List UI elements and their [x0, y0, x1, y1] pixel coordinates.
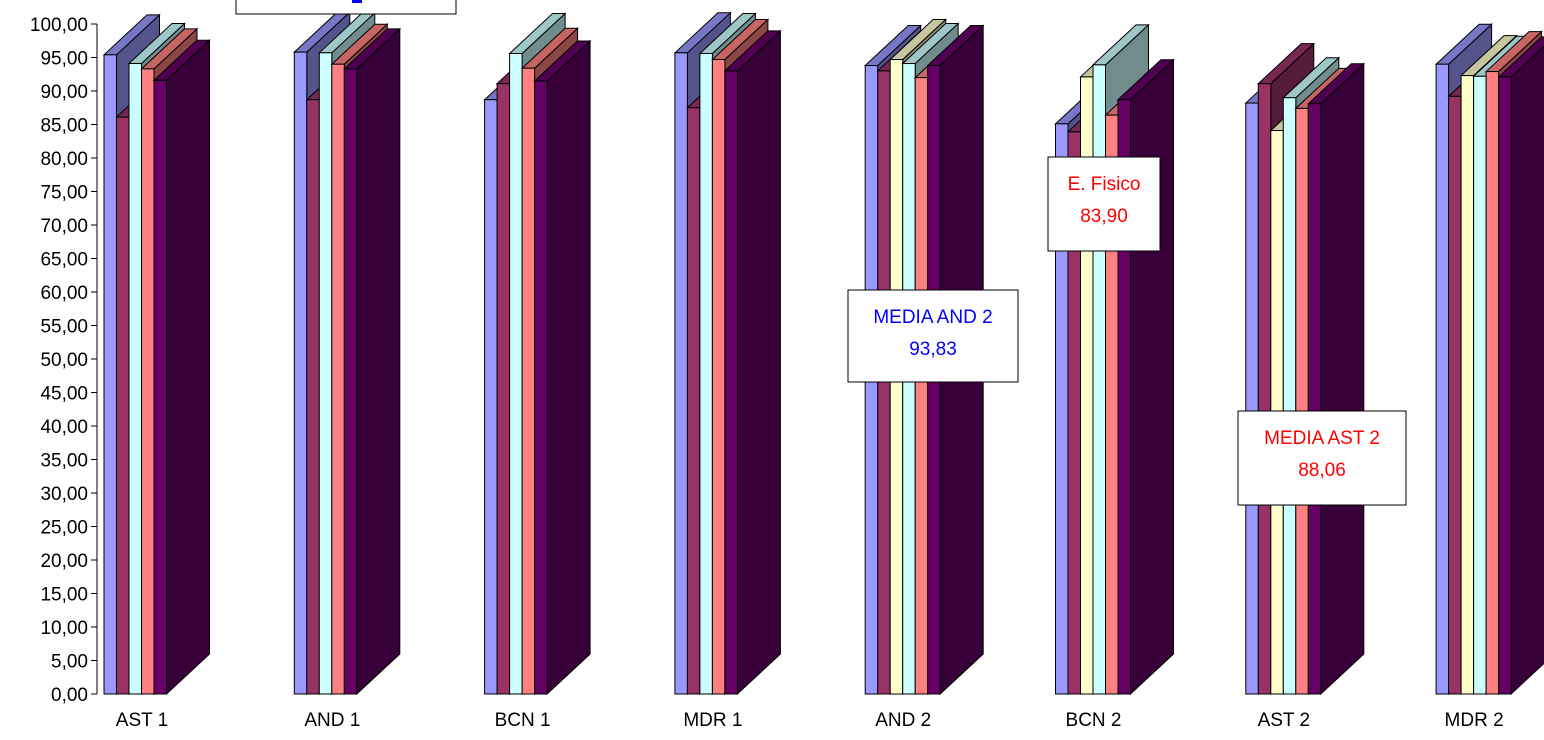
x-category-label: MDR 2 [1445, 710, 1504, 731]
annotation-callout: MEDIA AND 2 93,83 [847, 289, 1019, 383]
bar [343, 27, 402, 696]
y-tick-label: 80,00 [40, 149, 88, 170]
x-category-label: AST 2 [1258, 710, 1310, 731]
annotation-text: E. Fisico [1068, 174, 1141, 195]
y-tick-label: 30,00 [40, 484, 88, 505]
y-tick-label: 55,00 [40, 317, 88, 338]
x-category-label: BCN 1 [495, 710, 551, 731]
y-tick-label: 40,00 [40, 417, 88, 438]
y-tick-label: 95,00 [40, 49, 88, 70]
bar [1116, 58, 1175, 696]
y-tick-label: 100,00 [30, 15, 88, 36]
y-tick-label: 35,00 [40, 451, 88, 472]
bar [1307, 62, 1366, 696]
top-callout-clipped [235, 0, 457, 15]
y-tick-label: 5,00 [51, 652, 88, 673]
y-tick-label: 25,00 [40, 518, 88, 539]
bar [723, 29, 782, 696]
x-category-label: MDR 1 [683, 710, 742, 731]
y-tick-label: 10,00 [40, 618, 88, 639]
y-tick-label: 0,00 [51, 685, 88, 706]
annotation-callout: MEDIA AST 2 88,06 [1237, 410, 1407, 506]
bars [102, 10, 1544, 696]
y-tick-label: 15,00 [40, 585, 88, 606]
y-tick-label: 90,00 [40, 82, 88, 103]
x-axis-labels: AST 1 AND 1 BCN 1 MDR 1 AND 2 BCN 2 AST 2 MDR 2 [116, 710, 1504, 731]
annotation-text: 93,83 [909, 339, 957, 360]
annotation-text: 88,06 [1298, 460, 1346, 481]
y-tick-label: 75,00 [40, 183, 88, 204]
y-tick-label: 60,00 [40, 283, 88, 304]
callouts: MEDIA AND 2 93,83 E. Fisico 83,90 MEDIA AST … [235, 0, 1407, 506]
x-category-label: BCN 2 [1066, 710, 1122, 731]
y-tick-label: 85,00 [40, 116, 88, 137]
annotation-callout: E. Fisico 83,90 [1047, 156, 1161, 252]
y-axis: 0,00 5,00 10,00 15,00 20,00 25,00 30,00 35,00 40… [30, 15, 98, 706]
y-tick-label: 20,00 [40, 551, 88, 572]
x-category-label: AND 1 [304, 710, 360, 731]
bar [533, 39, 592, 696]
y-tick-label: 45,00 [40, 384, 88, 405]
annotation-text: MEDIA AND 2 [873, 307, 992, 328]
annotation-text: MEDIA AST 2 [1264, 428, 1380, 449]
annotation-text: 83,90 [1080, 206, 1128, 227]
x-category-label: AND 2 [875, 710, 931, 731]
bar [1497, 36, 1544, 696]
y-tick-label: 50,00 [40, 350, 88, 371]
y-tick-label: 70,00 [40, 216, 88, 237]
bar [152, 39, 211, 696]
y-tick-label: 65,00 [40, 250, 88, 271]
x-category-label: AST 1 [116, 710, 168, 731]
